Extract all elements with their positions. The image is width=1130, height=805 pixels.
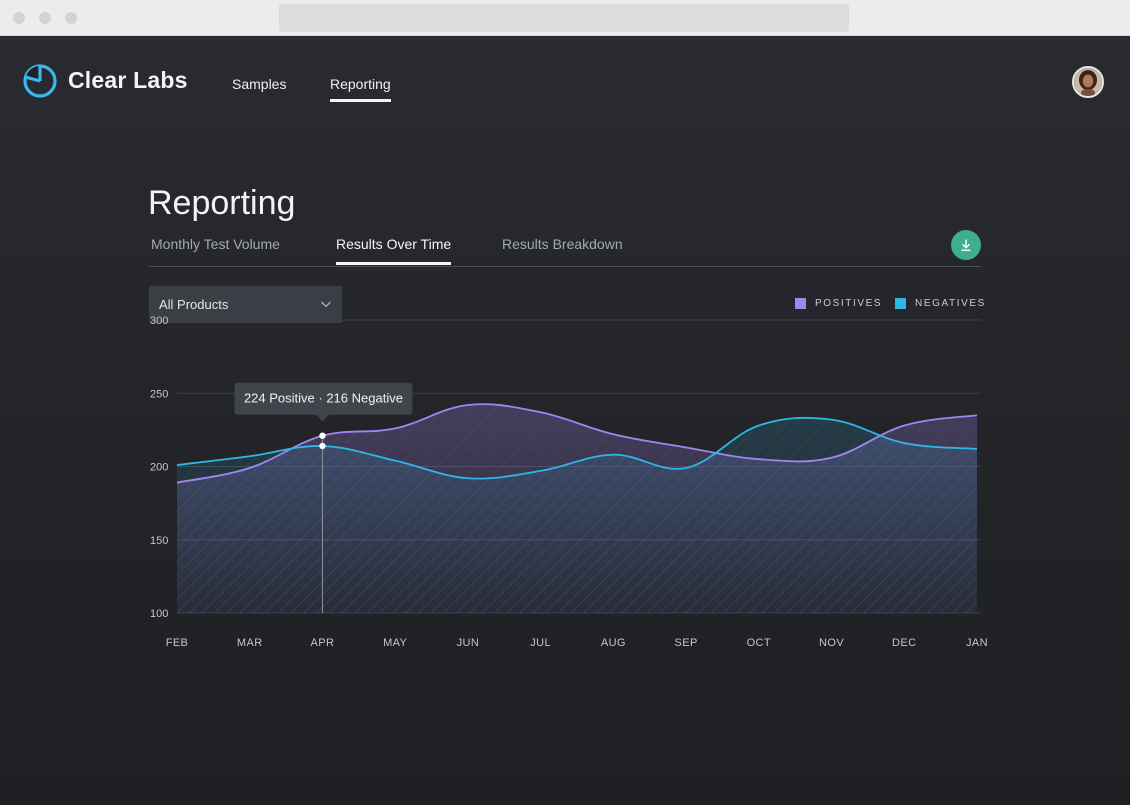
window-close-dot[interactable] (13, 12, 25, 24)
window-minimize-dot[interactable] (39, 12, 51, 24)
x-tick-label: JAN (966, 637, 988, 649)
avatar-image (1074, 68, 1102, 96)
tab-results-over-time[interactable]: Results Over Time (336, 236, 452, 265)
legend-positives-label: POSITIVES (815, 298, 883, 309)
x-tick-label: SEP (674, 637, 697, 649)
x-tick-label: JUN (457, 637, 480, 649)
y-tick-label: 100 (150, 608, 168, 620)
browser-toolbar (0, 0, 1130, 36)
positives-hover-point (319, 432, 326, 439)
x-tick-label: MAY (383, 637, 407, 649)
tab-divider (149, 266, 981, 267)
x-tick-label: NOV (819, 637, 844, 649)
legend-negatives-label: NEGATIVES (915, 298, 986, 309)
y-tick-label: 200 (150, 462, 168, 474)
x-tick-label: APR (311, 637, 335, 649)
x-tick-label: FEB (166, 637, 189, 649)
page-title: Reporting (148, 184, 296, 222)
y-tick-label: 150 (150, 535, 168, 547)
tab-results-breakdown[interactable]: Results Breakdown (502, 236, 623, 252)
legend-positives[interactable]: POSITIVES (795, 298, 882, 309)
brand[interactable]: Clear Labs (22, 62, 188, 98)
nav-reporting[interactable]: Reporting (330, 76, 391, 102)
window-maximize-dot[interactable] (65, 12, 77, 24)
legend-negatives-swatch (895, 298, 906, 309)
download-button[interactable] (951, 230, 981, 260)
positives-line (176, 403, 978, 484)
tooltip-box (234, 382, 413, 415)
product-select-value: All Products (159, 297, 229, 312)
negatives-line (176, 416, 978, 480)
nav-samples[interactable]: Samples (232, 76, 287, 92)
chevron-down-icon (321, 301, 331, 308)
product-select[interactable]: All Products (149, 286, 342, 323)
legend-negatives[interactable]: NEGATIVES (895, 298, 986, 309)
app-window: Clear Labs Samples Reporting Reporting M… (0, 36, 1130, 805)
tooltip-pointer (316, 414, 329, 422)
x-tick-label: OCT (747, 637, 771, 649)
x-tick-label: JUL (530, 637, 551, 649)
x-tick-label: DEC (892, 637, 916, 649)
tooltip-text: 224 Positive · 216 Negative (244, 391, 403, 406)
address-bar[interactable] (279, 4, 849, 32)
clear-labs-logo-icon (23, 64, 57, 98)
negatives-area-hatch (177, 417, 977, 613)
tab-monthly-test-volume[interactable]: Monthly Test Volume (151, 236, 280, 252)
download-icon (961, 239, 971, 251)
y-tick-label: 300 (150, 315, 168, 327)
avatar[interactable] (1072, 66, 1104, 98)
legend-positives-swatch (795, 298, 806, 309)
negatives-hover-point (319, 442, 326, 450)
x-tick-label: AUG (601, 637, 626, 649)
x-tick-label: MAR (237, 637, 263, 649)
results-over-time-chart: 100 150 200 250 300 FEB MAR APR MAY JUN JUL AUG SEP O… (150, 315, 988, 649)
y-tick-label: 250 (150, 388, 168, 400)
brand-name: Clear Labs (68, 66, 188, 93)
